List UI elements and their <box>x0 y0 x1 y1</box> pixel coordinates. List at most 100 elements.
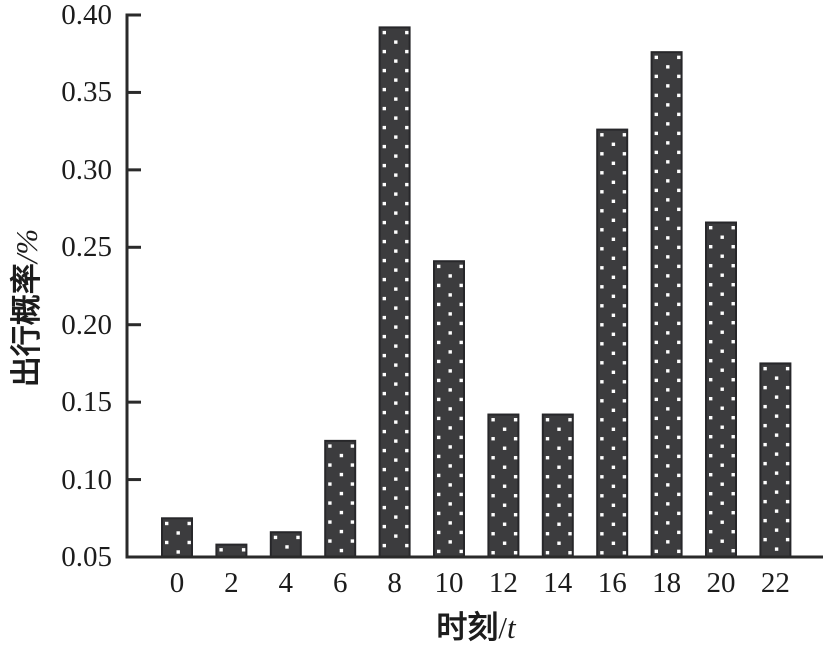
bar-dot <box>611 161 616 165</box>
bar-dot <box>666 160 670 164</box>
bar-dot <box>405 524 409 529</box>
bar-dot <box>654 93 658 98</box>
bar-dot <box>622 475 627 479</box>
bar-dot <box>491 551 495 555</box>
bar-dot <box>666 388 670 392</box>
bar-dot <box>568 475 572 479</box>
bar-dot <box>622 247 627 251</box>
bar-dot <box>677 169 681 174</box>
bar-dot <box>437 549 441 554</box>
bar-dot <box>382 106 386 111</box>
bar-dot <box>382 315 386 320</box>
bar-dot <box>568 418 572 422</box>
bar-dot <box>328 539 332 543</box>
bar-dot <box>600 247 604 251</box>
bar-dot <box>654 55 658 60</box>
bar-dot <box>709 473 713 477</box>
bar-dot <box>219 548 223 552</box>
bar-dot <box>448 350 452 354</box>
bar-dot <box>654 397 658 402</box>
bar-dot <box>720 387 724 391</box>
bar-dot <box>339 529 344 534</box>
bar-dot <box>720 520 724 524</box>
bar-dot <box>785 366 790 371</box>
bar-dot <box>394 515 398 519</box>
bar-dot <box>502 503 507 507</box>
bar-dot <box>785 442 790 447</box>
bar-dot <box>382 220 386 225</box>
bar-dot <box>502 522 507 526</box>
bar-dot <box>394 325 398 329</box>
bar-dot <box>382 410 386 415</box>
bar-dot <box>187 521 191 526</box>
bar-dot <box>394 268 398 272</box>
bar-dot <box>405 410 409 415</box>
bar-dot <box>720 349 724 353</box>
bar-dot <box>677 359 681 364</box>
bar-dot <box>600 342 604 346</box>
bar-dot <box>720 444 724 448</box>
bar-dot <box>654 207 658 212</box>
bar-dot <box>666 464 670 468</box>
bar-dot <box>513 532 518 536</box>
x-tick-label: 8 <box>387 567 402 599</box>
bar-dot <box>611 351 616 355</box>
bar-dot <box>448 312 452 316</box>
bar-dot <box>654 226 658 231</box>
bar-dot <box>731 511 735 515</box>
bar-dot <box>720 311 724 315</box>
bar-dot <box>611 484 616 488</box>
bar-dot <box>731 226 735 230</box>
bar-dot <box>350 463 355 467</box>
bar-dot <box>654 454 658 459</box>
bar-dot <box>557 541 561 545</box>
bar-dot <box>568 551 572 555</box>
bar-dot <box>622 304 627 308</box>
bar-dot <box>654 340 658 345</box>
bar-dot <box>654 511 658 516</box>
x-axis-title-text: 时刻 <box>436 610 499 645</box>
bar-dot <box>622 532 627 536</box>
bar-dot <box>709 530 713 534</box>
bar-dot <box>600 171 604 175</box>
bar-dot <box>394 439 398 443</box>
bar-dot <box>654 150 658 155</box>
bar-dot <box>774 528 779 532</box>
bar-dot <box>176 550 180 554</box>
bar-dot <box>350 539 355 543</box>
bar-dot <box>176 531 180 535</box>
bar-dot <box>448 331 452 335</box>
y-tick-label: 0.10 <box>61 463 112 496</box>
bar-dot <box>545 437 550 441</box>
bar-dot <box>405 106 409 111</box>
y-tick-label: 0.40 <box>61 0 112 31</box>
bar-dot <box>328 444 332 448</box>
x-tick-label: 22 <box>760 567 790 599</box>
bar-dot <box>394 116 398 120</box>
bar-dot <box>405 49 409 54</box>
bar-dot <box>394 135 398 139</box>
bar-dot <box>763 537 767 542</box>
bar-dot <box>296 535 300 540</box>
bar-dot <box>666 445 670 449</box>
bar-dot <box>677 530 681 535</box>
bar-dot <box>677 150 681 155</box>
bar-dot <box>622 209 627 213</box>
bar-dot <box>731 397 735 401</box>
bar-dot <box>720 235 724 239</box>
bar-hour-6 <box>324 439 357 559</box>
bar-dot <box>459 264 463 269</box>
bar-dot <box>677 207 681 212</box>
bar-dot <box>731 549 735 553</box>
bar-dot <box>709 378 713 382</box>
bar-dot <box>654 416 658 421</box>
bar-dot <box>405 182 409 187</box>
bar-dot <box>763 423 767 428</box>
bar-dot <box>339 548 344 553</box>
bar-dot <box>448 426 452 430</box>
bar-dot <box>394 211 398 215</box>
bar-dot <box>405 201 409 206</box>
bar-dot <box>448 274 452 278</box>
bar-dot <box>666 179 670 183</box>
